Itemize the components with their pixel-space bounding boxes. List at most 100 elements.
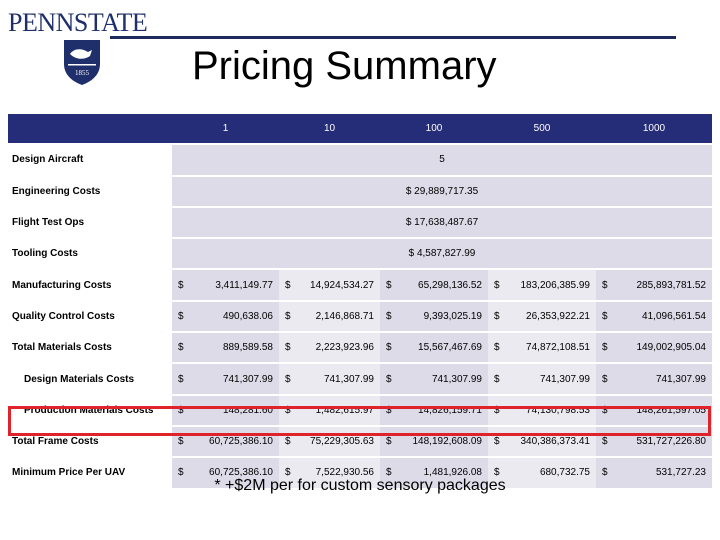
amount: 74,872,108.51: [526, 342, 590, 354]
penn-state-wordmark: PENNSTATE: [8, 8, 148, 37]
value-cell: $741,307.99: [596, 363, 712, 396]
footnote: * +$2M per for custom sensory packages: [214, 477, 506, 494]
amount: 60,725,386.10: [209, 467, 273, 479]
value-cell: $741,307.99: [279, 363, 380, 396]
penn-state-shield-icon: 1855: [64, 40, 100, 85]
value-cell: $1,482,615.97: [279, 394, 380, 427]
amount: 2,146,868.71: [315, 310, 374, 322]
table-row: Production Materials Costs $148,281.60 $1,…: [8, 394, 712, 427]
value-cell: $148,192,608.09: [380, 425, 488, 459]
row-label: Flight Test Ops: [8, 206, 172, 240]
value-cell: $889,589.58: [172, 332, 279, 365]
amount: 9,393,025.19: [423, 310, 482, 322]
currency-symbol: $: [386, 279, 392, 291]
currency-symbol: $: [602, 310, 608, 322]
row-label: Minimum Price Per UAV: [8, 457, 172, 490]
currency-symbol: $: [386, 404, 392, 416]
amount: 41,096,561.54: [642, 310, 706, 322]
amount: 3,411,149.77: [215, 279, 273, 291]
amount: 680,732.75: [539, 467, 590, 479]
value-cell: $14,924,534.27: [279, 269, 380, 302]
currency-symbol: $: [494, 467, 500, 479]
value-cell: $285,893,781.52: [596, 269, 712, 302]
value-cell: $183,206,385.99: [488, 269, 596, 302]
value-cell: $741,307.99: [172, 363, 279, 396]
value-cell: $680,732.75: [488, 457, 596, 490]
currency-symbol: $: [178, 436, 184, 448]
value-cell: $3,411,149.77: [172, 269, 279, 302]
amount: 15,567,467.69: [418, 342, 482, 354]
shield-year: 1855: [75, 69, 90, 77]
merged-value-cell: 5: [172, 144, 712, 177]
currency-symbol: $: [285, 279, 291, 291]
amount: 149,002,905.04: [636, 342, 706, 354]
table-row: Engineering Costs $ 29,889,717.35: [8, 175, 712, 208]
value-cell: $149,002,905.04: [596, 332, 712, 365]
currency-symbol: $: [494, 373, 500, 385]
value-cell: $148,261,597.05: [596, 394, 712, 427]
table-row: Total Materials Costs $889,589.58 $2,223,9…: [8, 332, 712, 365]
currency-symbol: $: [386, 373, 392, 385]
amount: 65,298,136.52: [418, 279, 482, 291]
amount: 14,924,534.27: [310, 279, 374, 291]
value-cell: $741,307.99: [380, 363, 488, 396]
row-label: Total Materials Costs: [8, 332, 172, 365]
currency-symbol: $: [602, 436, 608, 448]
value-cell: $26,353,922.21: [488, 300, 596, 334]
currency-symbol: $: [494, 279, 500, 291]
value-cell: $490,638.06: [172, 300, 279, 334]
value-cell: $15,567,467.69: [380, 332, 488, 365]
currency-symbol: $: [285, 404, 291, 416]
column-header: 1000: [596, 114, 712, 146]
table-row: Minimum Price Per UAV $60,725,386.10 $7,52…: [8, 457, 712, 490]
value-cell: $148,281.60: [172, 394, 279, 427]
currency-symbol: $: [602, 467, 608, 479]
amount: 285,893,781.52: [636, 279, 706, 291]
currency-symbol: $: [602, 279, 608, 291]
value-cell: $2,146,868.71: [279, 300, 380, 334]
header-rule: [110, 36, 676, 39]
value-cell: $75,229,305.63: [279, 425, 380, 459]
table-row: Manufacturing Costs $3,411,149.77 $14,924,…: [8, 269, 712, 302]
value-cell: $74,130,798.53: [488, 394, 596, 427]
amount: 531,727,226.80: [636, 436, 706, 448]
table-row: Design Materials Costs $741,307.99 $741,30…: [8, 363, 712, 396]
value-cell: $60,725,386.10: [172, 457, 279, 490]
currency-symbol: $: [285, 436, 291, 448]
amount: 74,130,798.53: [526, 404, 590, 416]
value-cell: $1,481,926.08: [380, 457, 488, 490]
column-header: 1: [172, 114, 279, 146]
amount: 1,482,615.97: [315, 404, 374, 416]
column-header: 100: [380, 114, 488, 146]
page-title: Pricing Summary: [192, 44, 497, 88]
amount: 741,307.99: [323, 373, 374, 385]
value-cell: $41,096,561.54: [596, 300, 712, 334]
row-label: Design Aircraft: [8, 144, 172, 177]
currency-symbol: $: [494, 342, 500, 354]
amount: 26,353,922.21: [526, 310, 590, 322]
amount: 148,281.60: [222, 404, 273, 416]
merged-value-cell: $ 4,587,827.99: [172, 238, 712, 271]
currency-symbol: $: [178, 310, 184, 322]
row-label: Tooling Costs: [8, 238, 172, 271]
row-label: Engineering Costs: [8, 175, 172, 208]
currency-symbol: $: [494, 436, 500, 448]
amount: 2,223,923.96: [315, 342, 374, 354]
value-cell: $531,727.23: [596, 457, 712, 490]
row-label: Design Materials Costs: [8, 363, 172, 396]
amount: 741,307.99: [655, 373, 706, 385]
amount: 1,481,926.08: [423, 467, 482, 479]
row-label: Production Materials Costs: [8, 394, 172, 427]
currency-symbol: $: [178, 373, 184, 385]
amount: 75,229,305.63: [310, 436, 374, 448]
total-frame-costs-highlight: [8, 406, 711, 436]
amount: 741,307.99: [222, 373, 273, 385]
currency-symbol: $: [285, 373, 291, 385]
value-cell: $9,393,025.19: [380, 300, 488, 334]
table-row: Quality Control Costs $490,638.06 $2,146,8…: [8, 300, 712, 334]
row-label: Quality Control Costs: [8, 300, 172, 334]
pricing-table: 1 10 100 500 1000 Design Aircraft 5 Engineering…: [8, 114, 712, 490]
column-header: [8, 114, 172, 146]
amount: 741,307.99: [539, 373, 590, 385]
currency-symbol: $: [285, 310, 291, 322]
